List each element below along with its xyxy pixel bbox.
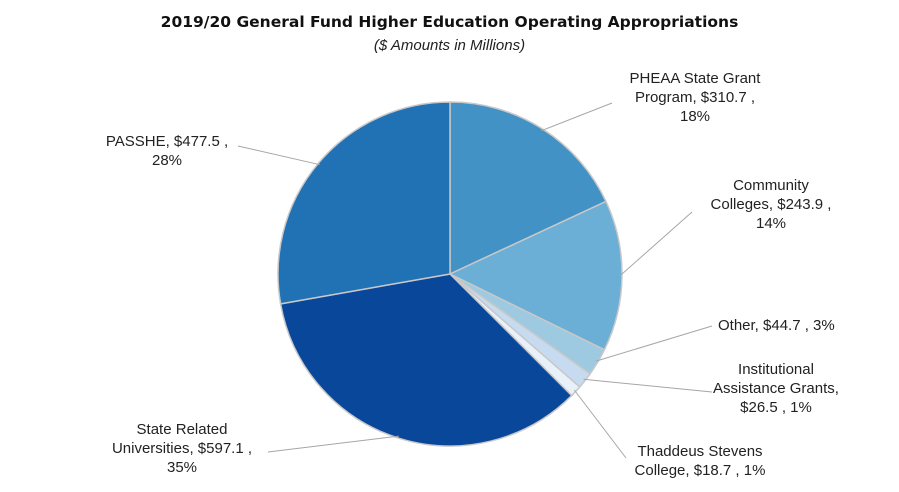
leader-line — [583, 378, 713, 393]
leader-line — [595, 325, 713, 362]
data-label: PASSHE, $477.5 , 28% — [106, 133, 228, 169]
leader-line — [237, 145, 320, 166]
data-label: Thaddeus Stevens College, $18.7 , 1% — [635, 443, 766, 479]
leader-line — [267, 435, 399, 453]
data-label: Community Colleges, $243.9 , 14% — [711, 177, 832, 232]
data-label: PHEAA State Grant Program, $310.7 , 18% — [630, 70, 762, 125]
data-label: Other, $44.7 , 3% — [718, 317, 835, 334]
pie-slice-passhe — [277, 101, 451, 305]
pie-slice-pheaa-state-grant-program — [449, 101, 607, 276]
chart-subtitle: ($ Amounts in Millions) — [373, 37, 526, 54]
pie-slice-state-related-universities — [279, 273, 573, 447]
leader-line — [619, 211, 693, 277]
data-label: State Related Universities, $597.1 , 35% — [112, 421, 252, 476]
leader-line — [541, 102, 613, 132]
pie-slice-community-colleges — [448, 200, 623, 351]
leader-line — [573, 389, 627, 459]
data-label: Institutional Assistance Grants, $26.5 , 1… — [713, 361, 839, 416]
chart-title: 2019/20 General Fund Higher Education Op… — [160, 13, 739, 31]
